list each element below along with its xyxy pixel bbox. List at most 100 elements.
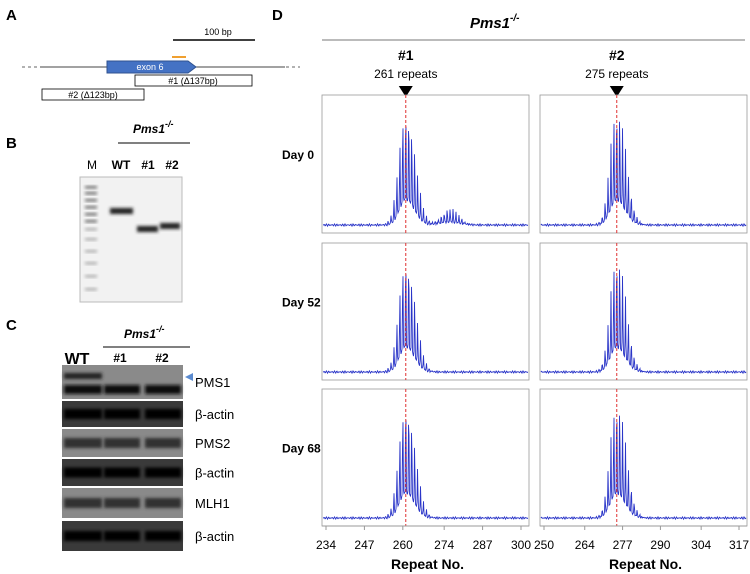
trace [540, 269, 747, 375]
band [104, 467, 140, 478]
ladder-band [85, 228, 97, 231]
lane-label: #1 [141, 158, 155, 172]
genotype-name: Pms1 [470, 15, 510, 32]
band [160, 223, 180, 229]
tick-label: 317 [729, 538, 749, 552]
plot-frame [321, 242, 530, 381]
band [104, 438, 140, 448]
band [145, 467, 181, 478]
trace [540, 121, 747, 228]
trace [322, 274, 528, 375]
ladder-band [85, 206, 97, 209]
tick-label: 287 [473, 538, 493, 552]
plot-frame [539, 242, 748, 381]
tick-label: 260 [393, 538, 413, 552]
trace [540, 415, 747, 521]
deletion-label: #2 (Δ123bp) [68, 90, 118, 100]
lane-label: #2 [155, 351, 169, 365]
panel-label: B [6, 135, 17, 152]
genotype-superscript: -/- [165, 119, 174, 129]
axis-label: Repeat No. [609, 556, 682, 572]
lane-label: #2 [165, 158, 179, 172]
panel-label: D [272, 7, 283, 24]
ladder-band [85, 275, 97, 278]
repeat-label: 275 repeats [585, 67, 648, 81]
plots: Day 0 Day 52 Day 68 #1 261 repeats 234 247 260 2… [282, 47, 749, 572]
band [64, 467, 102, 478]
band [64, 373, 102, 379]
row-label: Day 68 [282, 442, 321, 456]
genotype-superscript: -/- [156, 324, 165, 334]
ladder-band [85, 238, 97, 241]
clone-name: #2 [609, 47, 625, 63]
band [145, 438, 181, 448]
tick-label: 264 [575, 538, 595, 552]
band [145, 409, 181, 419]
band [145, 385, 181, 394]
ladder-band [85, 213, 97, 216]
genotype: Pms1-/- [470, 13, 520, 32]
blot-label: PMS1 [195, 375, 230, 390]
deletion-box [41, 88, 145, 101]
arrowhead [185, 373, 193, 381]
lane-label: WT [112, 158, 131, 172]
plot-frame [321, 94, 530, 234]
deletion-box [134, 74, 253, 87]
gel-bg [79, 176, 183, 303]
tick-label: 247 [354, 538, 374, 552]
plot-frame [321, 388, 530, 527]
gel [79, 176, 183, 303]
exon [106, 60, 197, 74]
band [137, 226, 158, 232]
ladder-band [85, 192, 97, 195]
exon-label: exon 6 [136, 62, 163, 72]
clone-name: #1 [398, 47, 414, 63]
band [104, 409, 140, 419]
band [64, 409, 102, 419]
tick-label: 300 [511, 538, 531, 552]
band [64, 531, 102, 541]
band [104, 385, 140, 394]
band [64, 385, 102, 394]
repeat-label: 261 repeats [374, 67, 437, 81]
blots: PMS1 β-actin PMS2 β-actin MLH1 β-actin [62, 365, 234, 551]
band [64, 438, 102, 448]
blot-label: MLH1 [195, 496, 230, 511]
genotype-name: Pms1 [133, 122, 165, 136]
row-label: Day 52 [282, 296, 321, 310]
ladder-band [85, 288, 97, 291]
blot-label: β-actin [195, 407, 234, 422]
tick-label: 250 [534, 538, 554, 552]
trace [322, 420, 528, 521]
axis-label: Repeat No. [391, 556, 464, 572]
ladder-band [85, 186, 97, 189]
band [145, 531, 181, 541]
tick-label: 304 [691, 538, 711, 552]
band [104, 498, 140, 508]
tick-label: 290 [650, 538, 670, 552]
genotype: Pms1-/- [133, 119, 174, 136]
band [145, 498, 181, 508]
panel-label: C [6, 317, 17, 334]
marker [398, 86, 413, 97]
lane-label: #1 [113, 351, 127, 365]
band [64, 498, 102, 508]
ladder-band [85, 220, 97, 223]
tick-label: 277 [613, 538, 633, 552]
genotype: Pms1-/- [124, 324, 165, 341]
ladder-band [85, 199, 97, 202]
tick-label: 234 [316, 538, 336, 552]
genotype-superscript: -/- [510, 13, 520, 24]
blot-label: β-actin [195, 529, 234, 544]
panel-label: A [6, 7, 17, 24]
deletion-label: #1 (Δ137bp) [168, 76, 218, 86]
plot-frame [539, 388, 748, 527]
row-label: Day 0 [282, 148, 314, 162]
ladder-band [85, 250, 97, 253]
plot-frame [539, 94, 748, 234]
lane-label: M [87, 158, 97, 172]
band [104, 531, 140, 541]
blot-label: β-actin [195, 466, 234, 481]
trace [322, 126, 528, 228]
